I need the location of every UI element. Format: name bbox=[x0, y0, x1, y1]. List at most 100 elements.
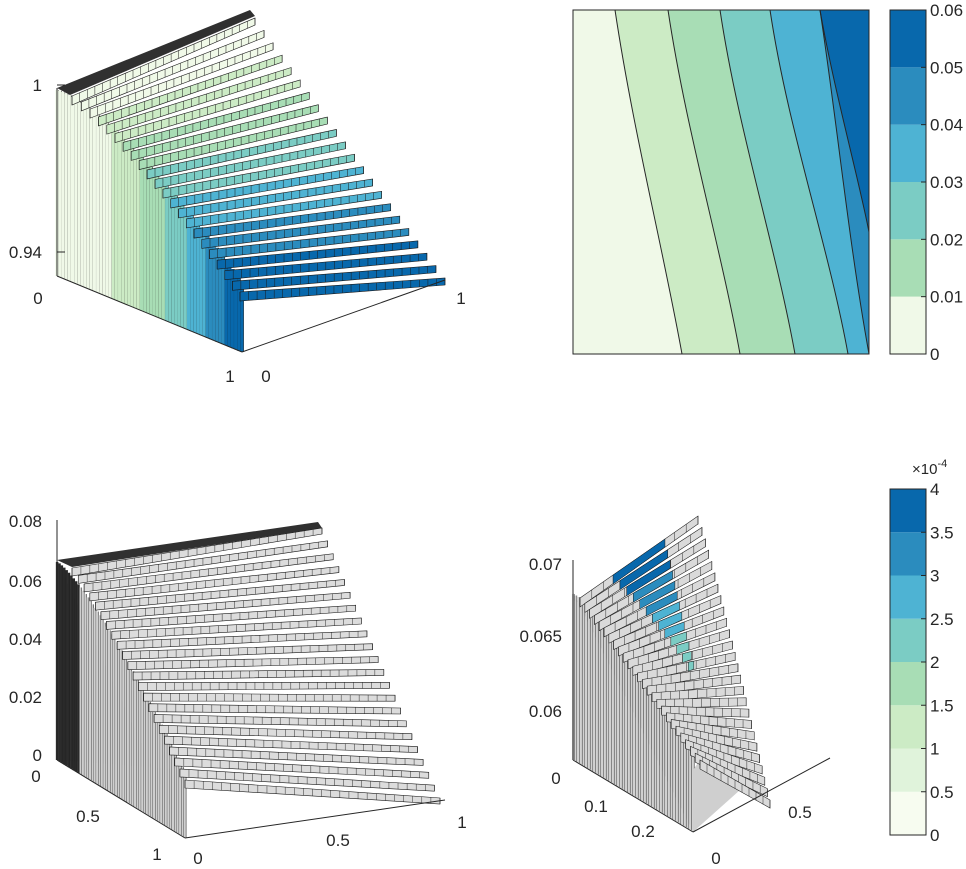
p2-colorbar-segment bbox=[890, 10, 926, 68]
p2-colorbar-segment bbox=[890, 67, 926, 125]
p4-colored-cell bbox=[676, 641, 690, 655]
p1-ztick-label-0: 0.94 bbox=[9, 243, 42, 262]
p4-colorbar-segment bbox=[890, 489, 926, 533]
p2-contour-line bbox=[819, 9, 870, 355]
p2-colorbar-segment bbox=[890, 296, 926, 354]
p4-ytick-label-0: 0 bbox=[551, 769, 560, 788]
p3-xtick-label-0: 0 bbox=[193, 849, 202, 868]
p1-axis-x bbox=[56, 275, 243, 353]
p2-colorbar-tick-label: 0.01 bbox=[930, 288, 963, 307]
p2-colorbar-tick-label: 0.04 bbox=[930, 116, 963, 135]
p2-colorbar-tick-label: 0.06 bbox=[930, 1, 963, 20]
p4-colored-cell bbox=[626, 559, 671, 597]
surface-plot-2: 0.08 0.06 0.04 0.02 0 0 0.5 1 0 0.5 1 bbox=[9, 512, 467, 868]
p4-colorbar-segment bbox=[890, 618, 926, 662]
p4-xtick-label-1: 0.5 bbox=[788, 803, 812, 822]
p1-ytick-label-1: 1 bbox=[456, 289, 465, 308]
p1-xtick-label-1: 1 bbox=[225, 367, 234, 386]
p4-colorbar bbox=[889, 488, 927, 836]
p4-colorbar-tick-label: 1 bbox=[930, 740, 939, 759]
p2-contour-line bbox=[769, 9, 849, 355]
p1-top-face bbox=[57, 10, 255, 95]
p3-wall-stripes bbox=[55, 562, 187, 838]
contour-plot: 0 0.01 0.02 0.03 0.04 0.05 0.06 bbox=[572, 1, 963, 364]
p4-colored-cell bbox=[639, 580, 676, 610]
p4-colorbar-tick-label: 2 bbox=[930, 653, 939, 672]
p4-axis-y bbox=[692, 757, 831, 833]
p2-contour-line bbox=[614, 9, 683, 355]
p4-colorbar-tick-label: 1.5 bbox=[930, 696, 954, 715]
p4-colorbar-tick-label: 3.5 bbox=[930, 523, 954, 542]
p4-colorbar-exponent: -4 bbox=[937, 458, 947, 470]
p1-ytick-label-0: 0 bbox=[261, 367, 270, 386]
p4-colored-cell bbox=[670, 631, 687, 647]
p4-colored-cell bbox=[658, 611, 683, 632]
p1-surface-rows bbox=[71, 17, 446, 302]
p2-contour-bands bbox=[573, 9, 870, 355]
p3-axis-x bbox=[56, 759, 186, 839]
p4-colorbar-segment bbox=[890, 705, 926, 749]
p3-ztick-label-1: 0.06 bbox=[9, 572, 42, 591]
p3-ztick-label-2: 0.04 bbox=[9, 630, 42, 649]
p2-colorbar-segment bbox=[890, 239, 926, 297]
p4-colorbar-tick-label: 4 bbox=[930, 480, 939, 499]
p4-colored-cell bbox=[688, 660, 695, 672]
p4-ytick-label-2: 0.2 bbox=[631, 822, 655, 841]
p2-colorbar-tick-label: 0.05 bbox=[930, 58, 963, 77]
p3-axis-y bbox=[184, 799, 446, 839]
p4-ztick-label-1: 0.065 bbox=[519, 627, 562, 646]
p3-xtick-label-1: 0.5 bbox=[326, 831, 350, 850]
p4-colored-cell bbox=[652, 601, 680, 624]
p4-colorbar-segment bbox=[890, 532, 926, 576]
p1-ztick-label-1: 1 bbox=[33, 76, 42, 95]
surface-plot-1: 1 0.94 0 1 0 1 bbox=[9, 10, 466, 386]
p1-xtick-label-0: 0 bbox=[33, 289, 42, 308]
p4-axis-x bbox=[572, 759, 694, 833]
p3-surface-rows bbox=[71, 527, 441, 805]
p4-colorbar-tick-label: 0 bbox=[930, 826, 939, 845]
p4-colored-cell bbox=[682, 651, 692, 664]
p4-ytick-label-1: 0.1 bbox=[584, 797, 608, 816]
p4-colorbar-segment bbox=[890, 748, 926, 792]
p4-colorbar-tick-label: 0.5 bbox=[930, 783, 954, 802]
p3-ztick-label-3: 0.02 bbox=[9, 688, 42, 707]
p2-contour-line bbox=[819, 9, 870, 233]
p2-colorbar-tick-label: 0.03 bbox=[930, 173, 963, 192]
p2-colorbar-segment bbox=[890, 182, 926, 240]
p1-axis-y bbox=[241, 279, 446, 353]
p2-colorbar bbox=[889, 9, 927, 355]
p2-colorbar-segment bbox=[890, 124, 926, 182]
surface-plot-3: 0.07 0.065 0.06 0 0.1 0.2 0 0.5 0 0.5 1 1.5… bbox=[519, 458, 953, 868]
p4-colored-cell bbox=[645, 591, 678, 617]
p3-ytick-label-1: 0.5 bbox=[76, 807, 100, 826]
p4-colored-cell bbox=[619, 549, 669, 591]
p4-colorbar-tick-label: 3 bbox=[930, 567, 939, 586]
p3-top-face bbox=[57, 522, 322, 567]
p2-colorbar-tick-label: 0 bbox=[930, 345, 939, 364]
p4-colorbar-labels: 0 0.5 1 1.5 2 2.5 3 3.5 4 bbox=[930, 480, 954, 845]
p3-ytick-label-0: 0 bbox=[31, 767, 40, 786]
p4-colorbar-segment bbox=[890, 662, 926, 706]
p4-colorbar-segment bbox=[890, 575, 926, 619]
p4-floor-patch bbox=[693, 760, 740, 832]
p4-xtick-label-0: 0 bbox=[711, 849, 720, 868]
p4-colorbar-exponent-base: ×10-4 bbox=[912, 458, 947, 478]
p4-ztick-label-0: 0.07 bbox=[529, 555, 562, 574]
p2-colorbar-labels: 0 0.01 0.02 0.03 0.04 0.05 0.06 bbox=[930, 1, 963, 364]
p4-colored-cell bbox=[664, 621, 685, 639]
p3-xtick-label-2: 1 bbox=[457, 813, 466, 832]
p2-contour-line bbox=[667, 9, 741, 355]
p4-colorbar-tick-label: 2.5 bbox=[930, 610, 954, 629]
p2-colorbar-tick-label: 0.02 bbox=[930, 230, 963, 249]
p4-colored-cells bbox=[612, 538, 695, 672]
p4-ztick-label-2: 0.06 bbox=[529, 702, 562, 721]
p3-ztick-label-4: 0 bbox=[33, 746, 42, 765]
p2-contour-line bbox=[719, 9, 796, 355]
p3-ztick-label-0: 0.08 bbox=[9, 512, 42, 531]
p3-ytick-label-2: 1 bbox=[152, 845, 161, 864]
p4-colored-cell bbox=[633, 570, 673, 603]
p4-colorbar-segment bbox=[890, 791, 926, 835]
p4-colored-cell bbox=[612, 538, 666, 585]
p2-axes-box bbox=[572, 9, 870, 355]
